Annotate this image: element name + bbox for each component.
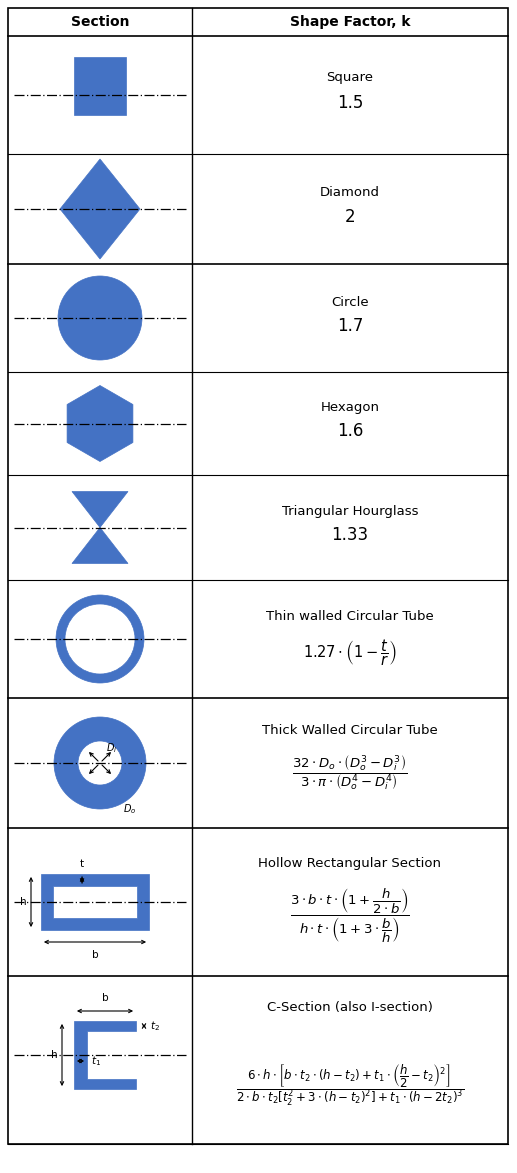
Text: 1.33: 1.33 [331, 527, 369, 544]
Text: $1.27 \cdot \left(1 - \dfrac{t}{r}\right)$: $1.27 \cdot \left(1 - \dfrac{t}{r}\right… [303, 638, 397, 669]
Text: b: b [102, 994, 109, 1003]
Text: $t_2$: $t_2$ [150, 1019, 160, 1033]
Text: h: h [20, 897, 26, 907]
Text: $\dfrac{6 \cdot h \cdot \left[b \cdot t_2 \cdot (h - t_2) + t_1 \cdot \left(\dfr: $\dfrac{6 \cdot h \cdot \left[b \cdot t_… [236, 1063, 464, 1107]
Text: h: h [51, 1050, 57, 1060]
Text: Square: Square [327, 70, 373, 83]
Text: $D_o$: $D_o$ [123, 802, 136, 816]
Text: 1.7: 1.7 [337, 317, 363, 335]
Text: $t_1$: $t_1$ [91, 1055, 101, 1067]
Circle shape [65, 604, 135, 674]
Text: t: t [80, 859, 84, 869]
Bar [41, 874, 149, 930]
Text: 1.5: 1.5 [337, 94, 363, 111]
Text: $D_i$: $D_i$ [106, 741, 117, 755]
Text: 2: 2 [345, 208, 355, 226]
Text: C-Section (also I-section): C-Section (also I-section) [267, 1002, 433, 1015]
Text: Shape Factor, k: Shape Factor, k [290, 15, 410, 29]
Polygon shape [72, 491, 128, 563]
Text: Hexagon: Hexagon [321, 401, 379, 414]
Text: Section: Section [71, 15, 129, 29]
Polygon shape [74, 1021, 136, 1089]
Text: b: b [92, 950, 98, 960]
Bar [53, 886, 137, 918]
Text: Thin walled Circular Tube: Thin walled Circular Tube [266, 610, 434, 624]
Polygon shape [60, 160, 140, 259]
Bar [74, 57, 126, 115]
Circle shape [56, 595, 144, 683]
Circle shape [78, 741, 122, 785]
Text: Thick Walled Circular Tube: Thick Walled Circular Tube [262, 725, 438, 738]
Text: Hollow Rectangular Section: Hollow Rectangular Section [258, 857, 442, 870]
Text: Circle: Circle [331, 296, 369, 308]
Circle shape [54, 717, 146, 809]
Text: Triangular Hourglass: Triangular Hourglass [282, 506, 418, 518]
Circle shape [58, 276, 142, 360]
Text: Diamond: Diamond [320, 187, 380, 199]
Text: 1.6: 1.6 [337, 422, 363, 441]
Polygon shape [67, 386, 133, 461]
Text: $\dfrac{32 \cdot D_o \cdot \left(D_o^{3} - D_i^{3}\right)}{3 \cdot \pi \cdot \le: $\dfrac{32 \cdot D_o \cdot \left(D_o^{3}… [292, 753, 408, 793]
Text: $\dfrac{3 \cdot b \cdot t \cdot \left(1 + \dfrac{h}{2 \cdot b}\right)}{h \cdot t: $\dfrac{3 \cdot b \cdot t \cdot \left(1 … [290, 887, 410, 945]
